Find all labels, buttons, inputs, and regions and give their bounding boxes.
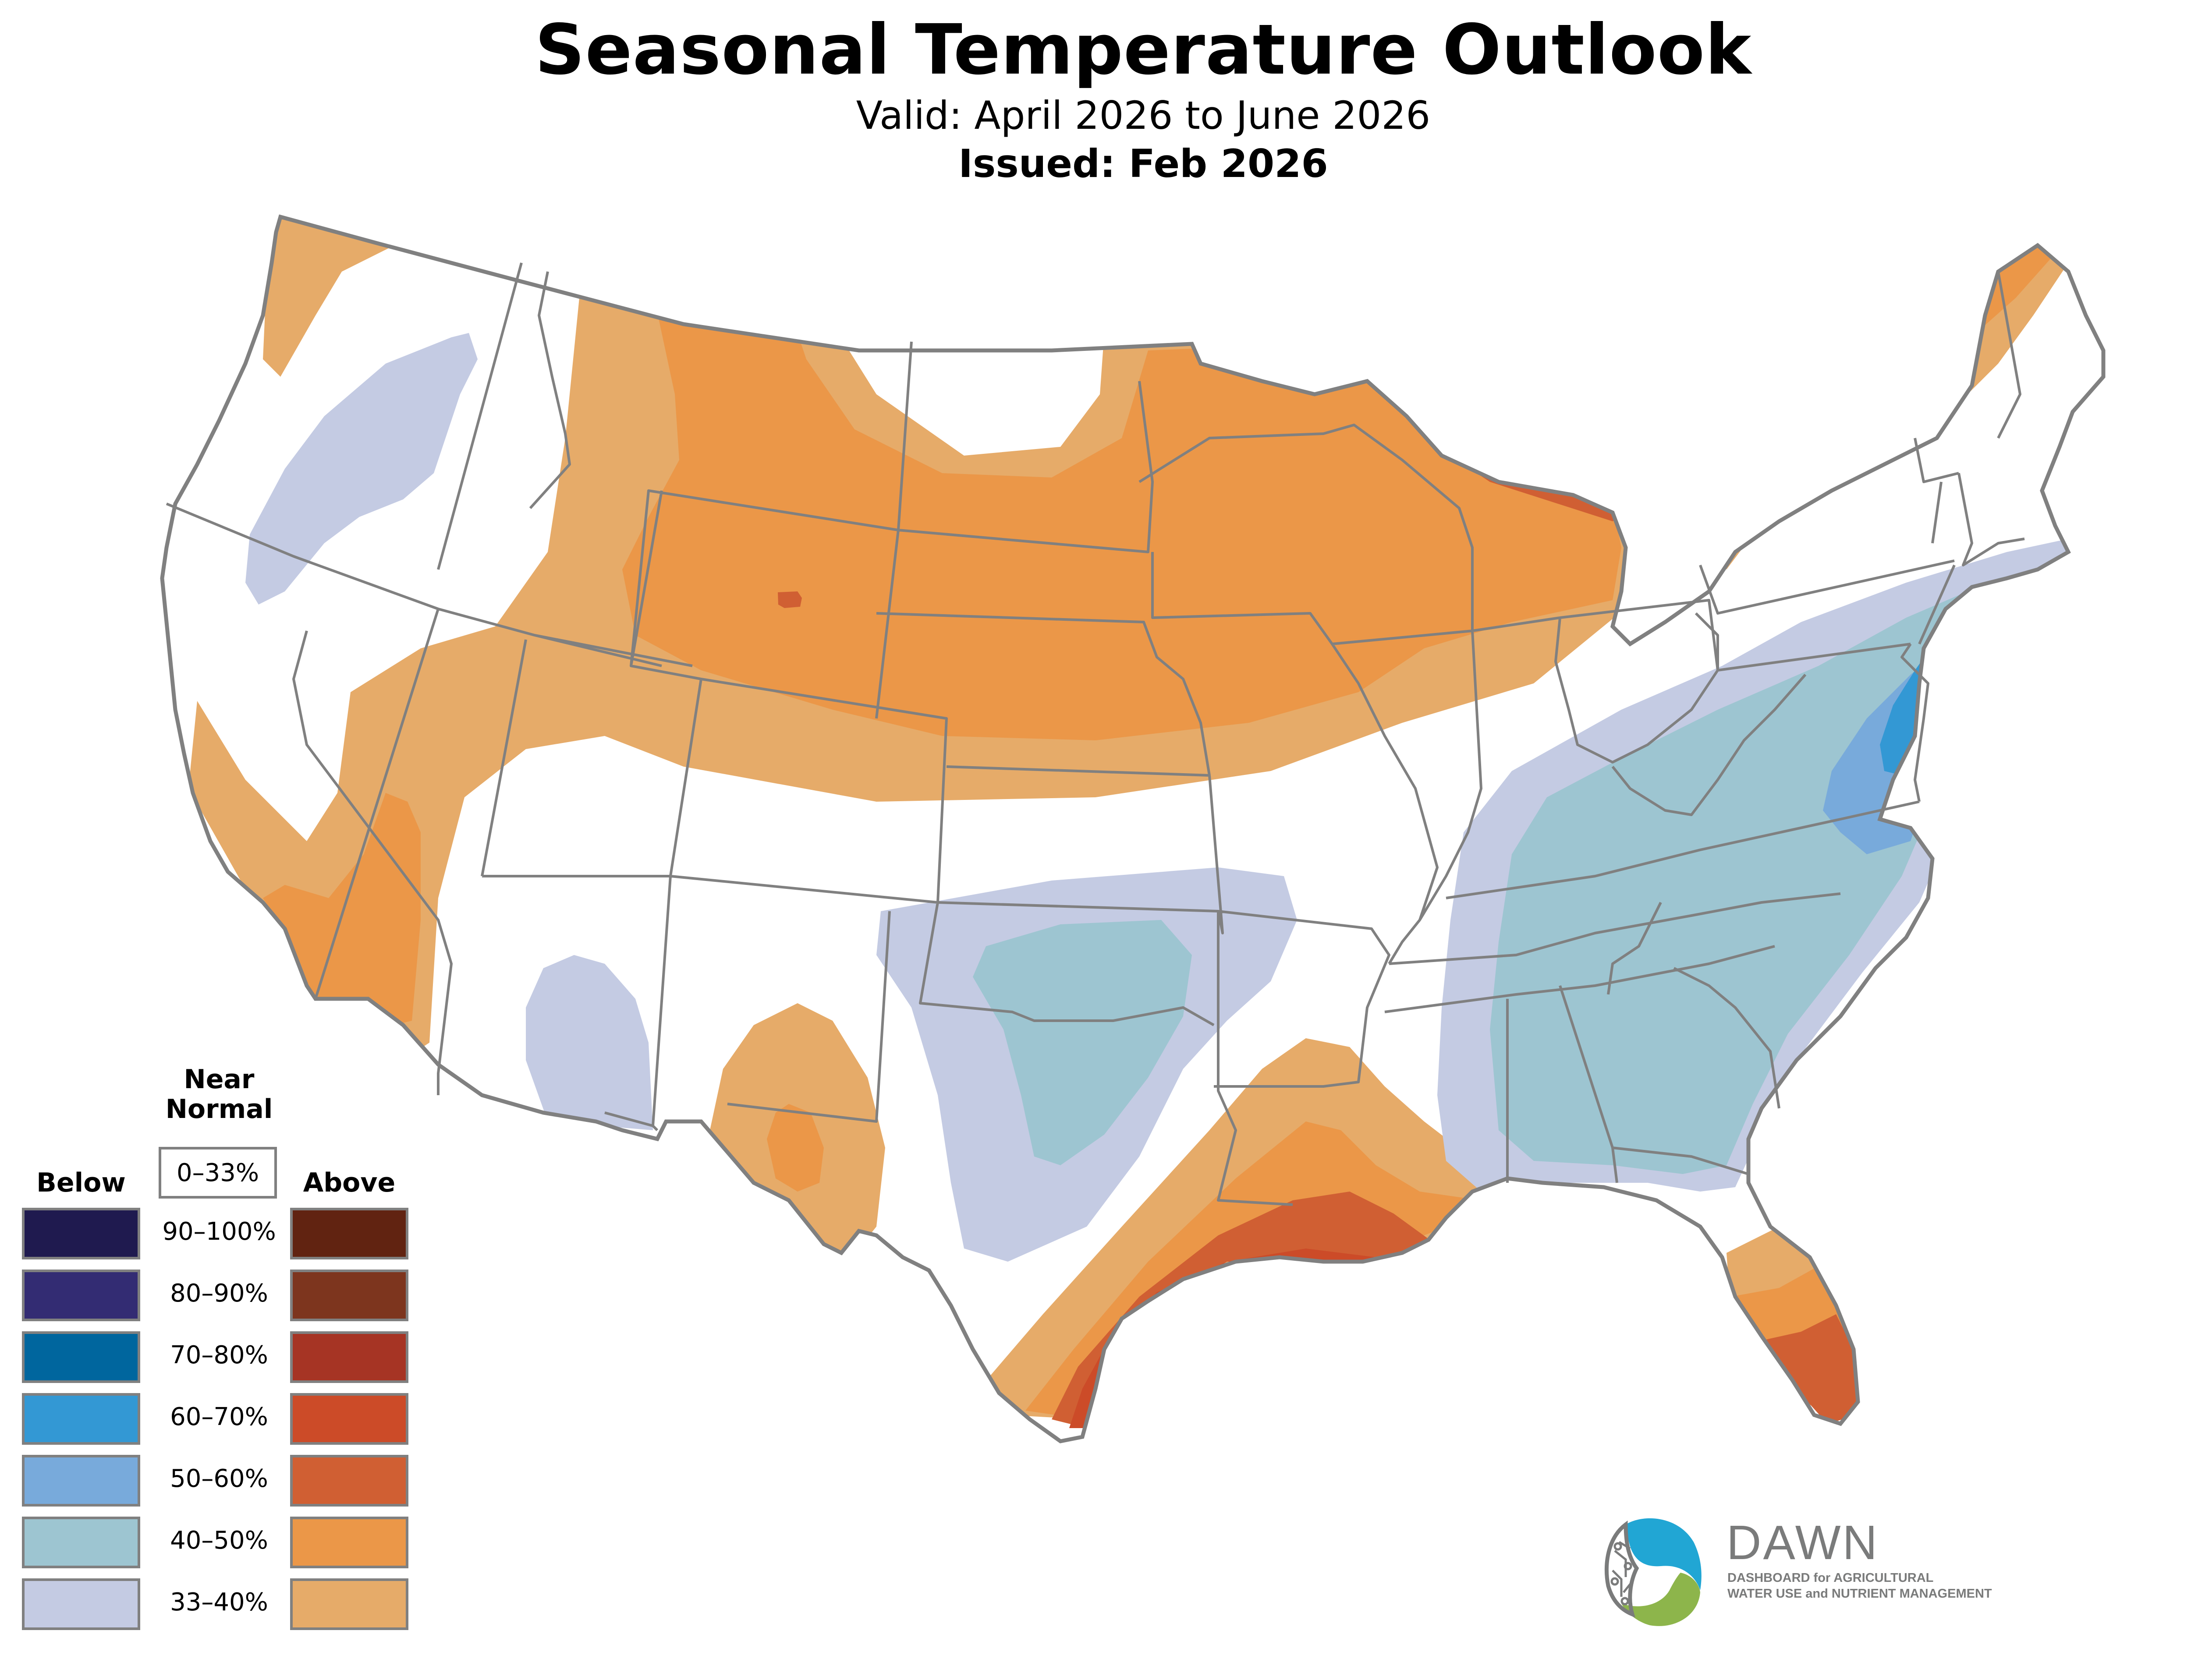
legend-range-label: 90–100% xyxy=(162,1217,276,1246)
valid-period: Valid: April 2026 to June 2026 xyxy=(856,93,1431,138)
legend-below-swatch xyxy=(22,1578,140,1630)
legend-below-swatch xyxy=(22,1270,140,1321)
dawn-tagline-1: DASHBOARD for AGRICULTURAL xyxy=(1727,1571,1934,1585)
logo-circuit-lines xyxy=(1610,1541,1633,1606)
legend-range-label: 80–90% xyxy=(170,1279,268,1308)
map-title: Seasonal Temperature Outlook xyxy=(535,10,1752,90)
state-lines xyxy=(166,262,2025,1206)
area-above-40-50-north xyxy=(622,272,1621,740)
dawn-logo-mark xyxy=(1604,1507,1709,1626)
legend-below-swatch xyxy=(22,1455,140,1507)
legend-near-normal-heading: Near Normal xyxy=(145,1065,294,1124)
area-above-33-40-wa-coast xyxy=(263,217,394,377)
legend-above-swatch xyxy=(290,1331,408,1383)
legend-near-normal-swatch: 0–33% xyxy=(159,1147,277,1199)
dawn-tagline-2: WATER USE and NUTRIENT MANAGEMENT xyxy=(1727,1587,1992,1601)
logo-green-leaf xyxy=(1621,1573,1700,1626)
area-below-40-50-southern-plains xyxy=(973,920,1192,1165)
legend-above-swatch xyxy=(290,1578,408,1630)
us-outline xyxy=(160,214,2106,1443)
legend-range-label: 60–70% xyxy=(170,1403,268,1431)
area-above-50-60-wyoming-dot xyxy=(778,591,802,608)
legend-above-heading: Above xyxy=(303,1167,396,1198)
legend-below-swatch xyxy=(22,1208,140,1259)
area-above-40-50-west-texas xyxy=(767,1104,824,1192)
dawn-wordmark: DAWN xyxy=(1727,1516,1879,1570)
legend-above-swatch xyxy=(290,1208,408,1259)
area-above-50-60-florida xyxy=(1762,1314,1858,1424)
legend-normal-label: Normal xyxy=(165,1094,273,1125)
logo-blue-drop xyxy=(1626,1518,1702,1590)
legend-above-swatch xyxy=(290,1517,408,1568)
legend-below-heading: Below xyxy=(36,1167,126,1198)
legend-near-normal-range: 0–33% xyxy=(176,1158,259,1187)
legend-above-swatch xyxy=(290,1270,408,1321)
legend-range-label: 70–80% xyxy=(170,1341,268,1369)
dawn-logo: DAWN DASHBOARD for AGRICULTURAL WATER US… xyxy=(1595,1494,2033,1634)
legend-range-label: 50–60% xyxy=(170,1464,268,1493)
legend-below-swatch xyxy=(22,1393,140,1445)
legend-below-swatch xyxy=(22,1517,140,1568)
area-below-33-40-northwest xyxy=(245,333,478,605)
legend-range-label: 40–50% xyxy=(170,1526,268,1555)
area-above-40-50-gulf xyxy=(1025,1121,1481,1419)
logo-circuit-half xyxy=(1604,1520,1639,1618)
area-above-50-60-gulf xyxy=(1052,1192,1442,1428)
state-boundaries xyxy=(166,262,2025,1206)
legend-range-label: 33–40% xyxy=(170,1588,268,1616)
area-above-40-50-maine xyxy=(1976,245,2051,333)
legend-above-swatch xyxy=(290,1455,408,1507)
area-below-33-40-arizona xyxy=(526,955,653,1130)
legend-above-swatch xyxy=(290,1393,408,1445)
legend-near-label: Near xyxy=(184,1064,255,1095)
legend-below-swatch xyxy=(22,1331,140,1383)
area-above-40-50-southwest xyxy=(263,793,421,1025)
issued-date: Issued: Feb 2026 xyxy=(958,141,1328,186)
